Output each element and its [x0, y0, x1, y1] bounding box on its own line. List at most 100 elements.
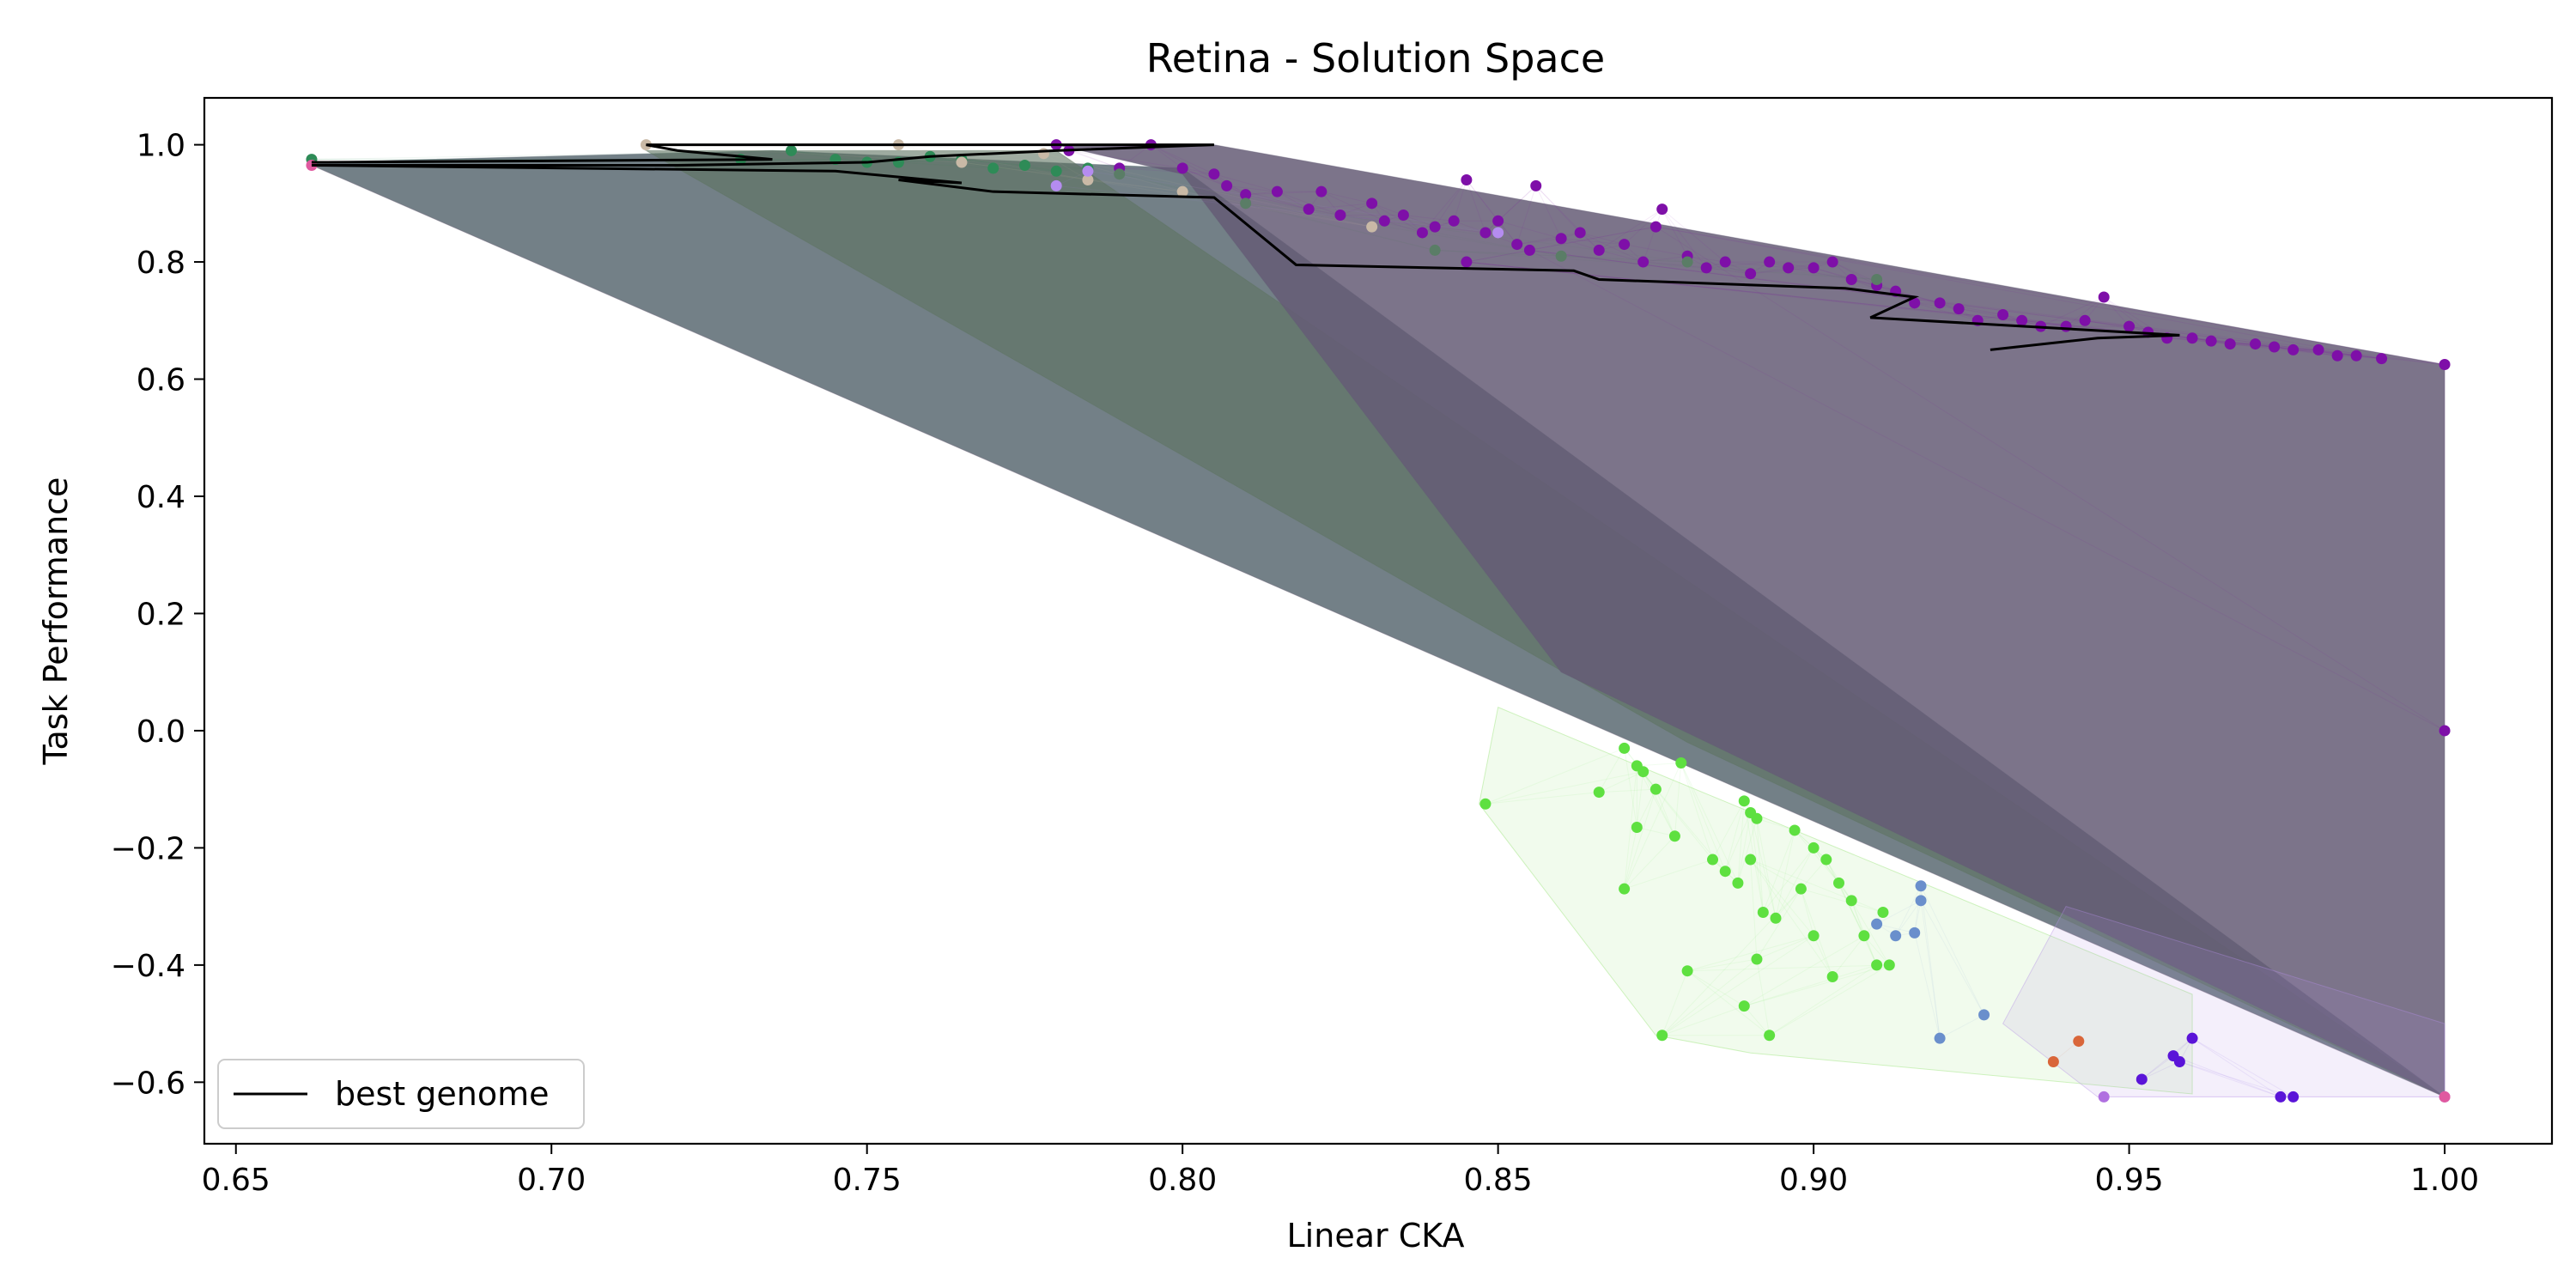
hull-edge [1813, 935, 1833, 977]
data-point [1492, 215, 1504, 227]
data-point [1764, 256, 1776, 268]
data-point [1619, 239, 1631, 251]
data-point [1770, 912, 1782, 924]
hull-edge [1750, 267, 1814, 275]
data-point [1334, 209, 1346, 221]
hull-edge [2129, 325, 2193, 339]
chart-title: Retina - Solution Space [1146, 35, 1605, 82]
data-point [1656, 1030, 1668, 1042]
data-point [1649, 783, 1662, 795]
data-point [1871, 918, 1883, 930]
hull-edge [1876, 284, 1941, 304]
data-point [2287, 343, 2300, 355]
hull-edge [1756, 818, 1777, 919]
data-point [1681, 256, 1693, 268]
data-point [1934, 297, 1946, 309]
hull-edge [1151, 144, 1215, 175]
y-tick-label: 0.4 [137, 480, 185, 515]
data-point [1700, 262, 1712, 274]
hull-edge [1914, 933, 1941, 1039]
hull-edge [1744, 964, 1877, 1007]
hull-edge [1706, 261, 1770, 269]
data-point [2287, 1091, 2300, 1103]
hull-edge [1371, 203, 1404, 216]
hull-edge [1309, 203, 1372, 210]
data-point [1649, 221, 1662, 233]
hull-edge [1725, 261, 1789, 269]
hull-edge [1674, 762, 1682, 836]
hull-edge [1580, 232, 1625, 246]
data-point [2098, 1091, 2110, 1103]
hull-edge [930, 155, 1025, 166]
hull-edge [1769, 964, 1890, 1036]
y-axis: −0.6 −0.4 −0.2 0.0 0.2 0.4 0.6 0.8 1.0 [111, 129, 204, 1101]
hull-edge [1832, 261, 1896, 292]
data-point [1416, 227, 1428, 239]
hull-edge [1643, 261, 1707, 269]
hull-edge [1245, 194, 1309, 210]
hull-edge [1662, 209, 1688, 257]
hull-edge [2141, 1037, 2193, 1080]
hull-edge [1813, 267, 1877, 286]
hull-edge [1687, 958, 1758, 972]
hull-edge [1119, 144, 1151, 169]
data-point [1915, 895, 1927, 907]
data-point [2047, 1055, 2059, 1067]
data-point [1479, 798, 1492, 810]
hull-edge [1706, 267, 1751, 275]
hull-edge [1466, 249, 1530, 263]
data-point [2136, 1073, 2148, 1085]
hull-edge [1838, 883, 1878, 966]
data-point [2173, 1055, 2185, 1067]
data-point [1429, 244, 1441, 256]
data-point [1378, 215, 1390, 227]
hull-edge [1737, 818, 1758, 884]
hull-edge [2040, 296, 2105, 327]
hull-region [2002, 906, 2445, 1097]
data-point [1366, 221, 1378, 233]
hull-edge [1226, 185, 1278, 192]
data-point [1807, 262, 1820, 274]
hull-edge [1245, 203, 1688, 263]
hull-edge [1762, 829, 1795, 913]
data-point [2376, 353, 2388, 365]
hull-edge [1863, 935, 1890, 966]
hull-edge [311, 165, 2445, 1097]
data-point [1397, 209, 1409, 221]
hull-edge [1624, 835, 1675, 890]
hull-edge [1321, 191, 1372, 204]
hull-edge [2179, 1060, 2281, 1097]
data-point [1082, 174, 1094, 186]
data-point [1082, 165, 1094, 177]
data-point [1593, 787, 1605, 799]
hull-edge [2191, 1037, 2293, 1097]
hull-edge [1959, 308, 2022, 321]
y-tick-label: −0.4 [111, 949, 185, 984]
data-point [1656, 204, 1668, 216]
hull-edge [1813, 848, 1852, 902]
hull-edge [1662, 209, 1707, 269]
data-point [2269, 341, 2281, 353]
hull-edge [1750, 859, 1801, 890]
data-point [1934, 1032, 1946, 1044]
hull-edge [1043, 153, 1089, 180]
data-point [1877, 906, 1889, 918]
hull-edge [1453, 179, 1467, 222]
data-point [1176, 162, 1188, 174]
hull-edge [1832, 261, 1877, 286]
hull-edge [1384, 220, 1423, 234]
plot-frame [203, 96, 2554, 1145]
hull-edge [1624, 765, 1637, 890]
hull-edge [1655, 788, 1675, 836]
hull-edge [1226, 185, 1309, 210]
x-tick-label: 0.95 [2095, 1163, 2164, 1198]
hull-edge [1119, 173, 1436, 251]
y-axis-label: Task Performance [37, 477, 75, 766]
data-point [1429, 221, 1441, 233]
y-tick-label: 0.2 [137, 597, 185, 632]
hull-edge [1245, 203, 1436, 251]
data-point [1208, 168, 1220, 180]
data-point [1707, 854, 1719, 866]
hull-edge [1245, 191, 1321, 196]
data-point [2250, 338, 2262, 350]
